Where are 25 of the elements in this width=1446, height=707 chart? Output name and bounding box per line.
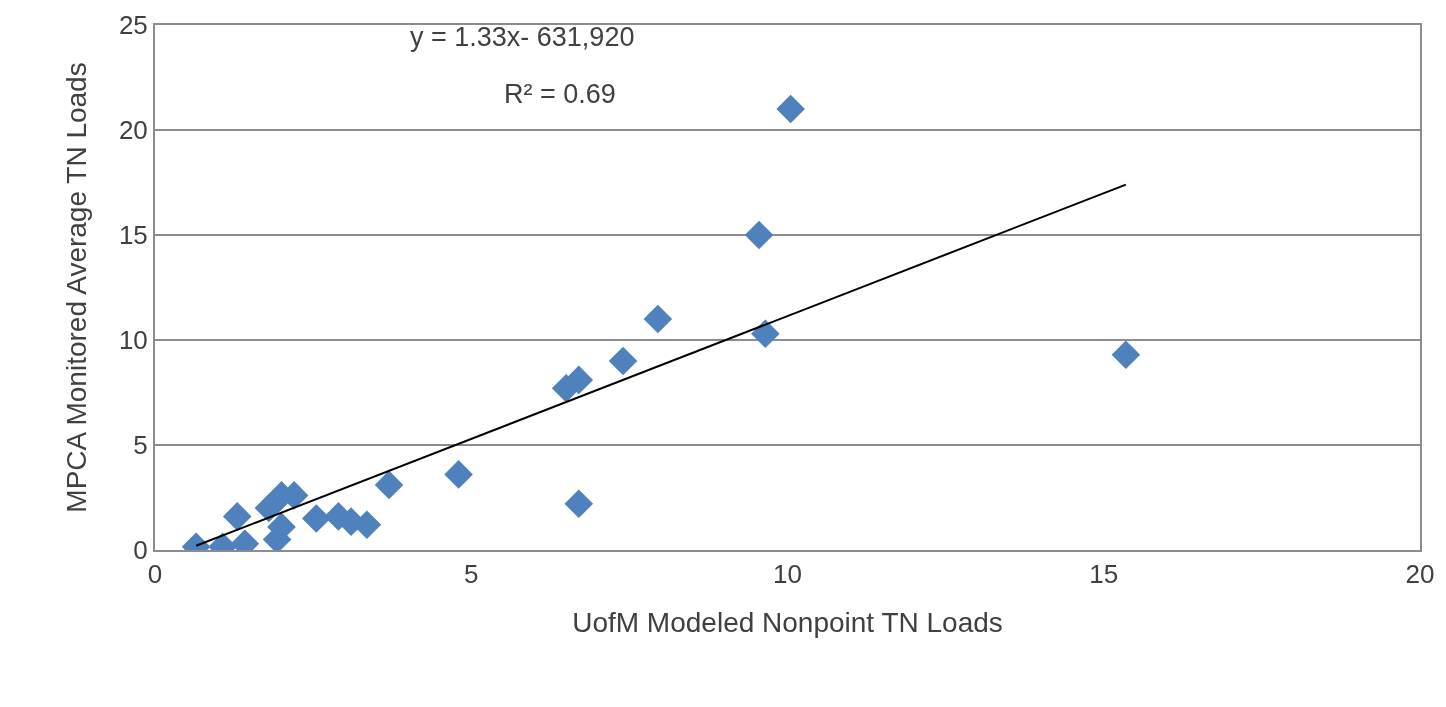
point — [222, 502, 252, 531]
y-tick-label: 5 — [133, 430, 148, 461]
point — [608, 346, 638, 376]
point — [643, 304, 673, 334]
y-tick-label: 25 — [118, 10, 148, 41]
x-tick-label: 15 — [1089, 559, 1119, 590]
y-tick-label: 10 — [118, 325, 148, 356]
x-tick-label: 5 — [464, 559, 479, 590]
point — [374, 470, 404, 500]
y-tick-label: 20 — [118, 115, 148, 146]
annotation: R² = 0.69 — [504, 79, 616, 109]
annotation: y = 1.33x- 631,920 — [410, 22, 635, 52]
point — [1111, 340, 1141, 369]
point — [776, 94, 805, 124]
point — [444, 460, 473, 489]
point — [301, 504, 331, 533]
point — [744, 220, 774, 250]
x-tick-label: 10 — [773, 559, 802, 590]
y-tick-label: 15 — [118, 220, 148, 251]
x-tick-label: 20 — [1405, 559, 1435, 590]
point — [564, 489, 594, 519]
y-axis-title: MPCA Monitored Average TN Loads — [61, 62, 93, 513]
point — [751, 319, 780, 348]
y-tick-label: 0 — [133, 535, 148, 566]
x-axis-title: UofM Modeled Nonpoint TN Loads — [572, 606, 1003, 638]
